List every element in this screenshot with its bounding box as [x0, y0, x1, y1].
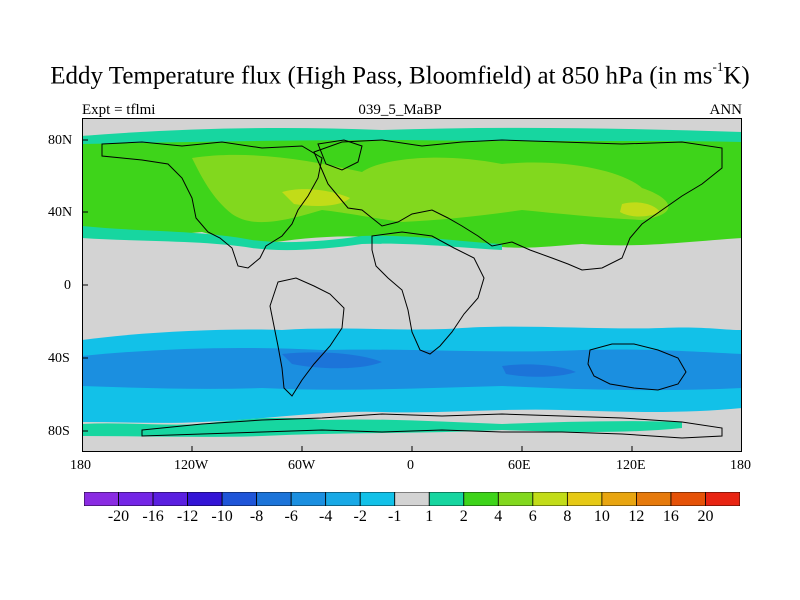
coast-north-america: [101, 141, 323, 269]
coast-south-america: [269, 277, 345, 397]
lat-label-40n: 40N: [48, 205, 73, 220]
colorbar-swatch: [463, 492, 499, 506]
sh-south-aqua: [82, 417, 682, 437]
colorbar-label: 12: [628, 508, 645, 525]
colorbar-label: -20: [107, 508, 130, 525]
colorbar-swatch: [428, 492, 465, 506]
title-superscript: -1: [712, 59, 724, 74]
coast-eurasia: [313, 139, 723, 271]
colorbar-label: 6: [528, 508, 537, 525]
colorbar-swatch: [256, 492, 292, 506]
sh-band-dark-blue-2: [502, 364, 576, 377]
lat-label-0: 0: [64, 278, 71, 293]
coast-antarctica: [141, 413, 723, 439]
lon-label-60w: 60W: [288, 458, 316, 473]
colorbar-label: 20: [697, 508, 714, 525]
lon-label-180e: 180: [730, 458, 751, 473]
colorbar-swatch: [152, 492, 188, 506]
lon-label-180w: 180: [70, 458, 91, 473]
colorbar-label: -6: [284, 508, 298, 525]
nh-band-yellow-2: [620, 202, 660, 217]
lat-label-80s: 80S: [48, 424, 70, 439]
colorbar-swatch: [84, 492, 119, 506]
colorbar-swatch: [497, 492, 534, 506]
lon-label-120e: 120E: [616, 458, 646, 473]
lon-ticks: [191, 446, 633, 452]
colorbar-swatch: [636, 492, 672, 506]
colorbar: [84, 492, 740, 506]
colorbar-swatch: [601, 492, 637, 506]
colorbar-swatch: [221, 492, 258, 506]
lat-ticks: [82, 139, 88, 432]
coast-australia: [587, 343, 687, 391]
sh-band-dark-blue: [282, 352, 382, 369]
map-panel: [82, 118, 742, 452]
coastlines: [101, 139, 723, 439]
colorbar-label: -10: [211, 508, 233, 525]
colorbar-swatch: [705, 492, 740, 506]
lat-label-80n: 80N: [48, 133, 73, 148]
colorbar-swatch: [359, 492, 396, 506]
title-end: K): [723, 62, 750, 90]
experiment-label: Expt = tflmi: [82, 102, 156, 118]
colorbar-swatch: [118, 492, 154, 506]
nh-top-aqua: [82, 127, 742, 144]
coast-greenland: [317, 139, 363, 171]
plot-title: Eddy Temperature flux (High Pass, Bloomf…: [0, 59, 800, 90]
lon-label-120w: 120W: [174, 458, 209, 473]
colorbar-label: 16: [662, 508, 679, 525]
colorbar-swatch: [187, 492, 223, 506]
title-main: Eddy Temperature flux (High Pass, Bloomf…: [50, 62, 713, 90]
colorbar-swatch: [325, 492, 361, 506]
colorbar-swatch: [566, 492, 603, 506]
sh-band-mid-blue: [82, 348, 742, 391]
colorbar-label: 10: [593, 508, 610, 525]
colorbar-label: 8: [563, 508, 572, 525]
nh-band-aqua-edge: [82, 226, 502, 251]
nh-band-yellow: [282, 189, 350, 206]
lat-label-40s: 40S: [48, 351, 70, 366]
colorbar-swatch: [532, 492, 568, 506]
coast-africa: [371, 231, 485, 355]
colorbar-label: -1: [388, 508, 402, 525]
lon-label-60e: 60E: [508, 458, 531, 473]
colorbar-swatch: [290, 492, 327, 506]
colorbar-label: -4: [319, 508, 333, 525]
lon-label-0: 0: [407, 458, 414, 473]
colorbar-label: 2: [459, 508, 468, 525]
colorbar-label: 4: [494, 508, 503, 525]
colorbar-swatch: [394, 492, 430, 506]
colorbar-label: -16: [142, 508, 164, 525]
season-label: ANN: [709, 102, 743, 118]
colorbar-label: 1: [425, 508, 434, 525]
colorbar-label: -2: [353, 508, 367, 525]
run-label: 039_5_MaBP: [358, 102, 442, 118]
colorbar-label: -8: [249, 508, 264, 525]
colorbar-swatch: [670, 492, 706, 506]
colorbar-label: -12: [176, 508, 199, 525]
